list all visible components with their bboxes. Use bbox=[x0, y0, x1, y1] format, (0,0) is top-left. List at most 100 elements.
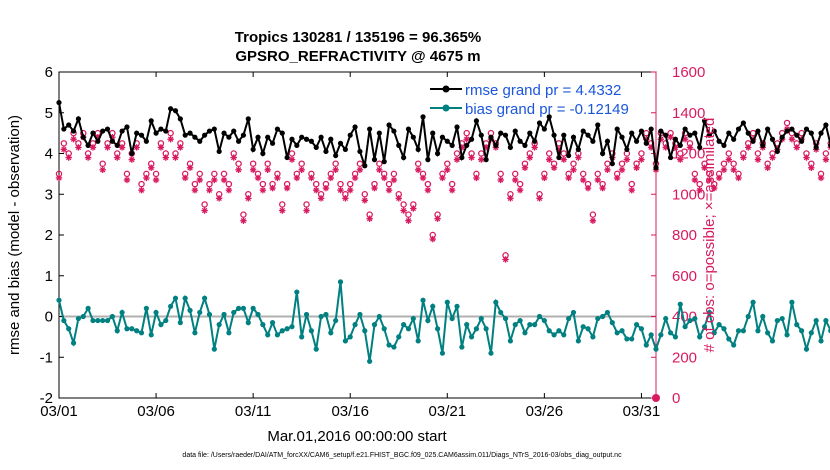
rmse-point bbox=[498, 130, 504, 136]
obs-assimilated-point bbox=[512, 176, 519, 184]
obs-assimilated-point bbox=[259, 186, 267, 194]
bias-point bbox=[323, 311, 329, 318]
obs-possible-point bbox=[638, 150, 645, 157]
rmse-point bbox=[119, 128, 125, 134]
bias-point bbox=[284, 326, 290, 332]
obs-assimilated-point bbox=[531, 144, 538, 151]
y-right-tick-label: 0 bbox=[672, 390, 680, 407]
obs-assimilated-point bbox=[691, 176, 699, 184]
obs-possible-point bbox=[264, 160, 271, 167]
x-tick-label: 03/31 bbox=[623, 403, 661, 420]
rmse-point bbox=[799, 138, 805, 144]
obs-assimilated-point bbox=[206, 186, 213, 194]
rmse-point bbox=[813, 144, 819, 150]
rmse-point bbox=[100, 128, 106, 134]
bias-point bbox=[600, 313, 606, 320]
rmse-point bbox=[774, 148, 780, 155]
obs-assimilated-point bbox=[429, 235, 436, 243]
rmse-point bbox=[308, 138, 314, 144]
rmse-point bbox=[726, 130, 732, 136]
y-right-tick-label: 800 bbox=[672, 227, 697, 244]
y-left-axis: -2 -1 0 1 2 3 4 5 6 bbox=[40, 64, 64, 407]
obs-assimilated-point bbox=[240, 217, 247, 224]
obs-possible-point bbox=[288, 150, 296, 157]
rmse-point bbox=[410, 134, 416, 140]
obs-possible-point bbox=[405, 211, 412, 218]
rmse-point bbox=[342, 146, 348, 153]
rmse-point bbox=[760, 142, 766, 148]
bias-point bbox=[231, 309, 237, 316]
bias-point bbox=[459, 344, 465, 350]
bias-point bbox=[483, 326, 489, 332]
rmse-point bbox=[716, 138, 722, 144]
rmse-point bbox=[488, 134, 494, 140]
rmse-point bbox=[570, 134, 577, 140]
rmse-point bbox=[192, 134, 198, 140]
rmse-point bbox=[483, 157, 489, 163]
rmse-point bbox=[70, 128, 77, 134]
rmse-point bbox=[216, 148, 222, 155]
rmse-point bbox=[197, 138, 203, 144]
bias-point bbox=[726, 336, 732, 342]
bias-point bbox=[347, 334, 353, 340]
bias-point bbox=[692, 315, 698, 322]
y-right-tick-label: 1600 bbox=[672, 64, 705, 81]
rmse-point bbox=[444, 138, 450, 144]
obs-possible-point bbox=[60, 140, 68, 147]
rmse-point bbox=[808, 130, 814, 136]
rmse-point bbox=[527, 130, 533, 136]
obs-possible-point bbox=[249, 160, 257, 167]
bias-point bbox=[279, 328, 285, 334]
bias-point bbox=[235, 305, 242, 311]
legend-bias-label: bias grand pr = -0.12149 bbox=[465, 101, 629, 118]
bias-point bbox=[202, 295, 208, 301]
obs-possible-point bbox=[206, 180, 213, 188]
obs-assimilated-point bbox=[332, 166, 339, 173]
obs-possible-point bbox=[414, 160, 422, 167]
rmse-point bbox=[337, 140, 344, 146]
obs-possible-point bbox=[298, 160, 305, 167]
rmse-point bbox=[401, 154, 407, 161]
bias-point bbox=[823, 317, 829, 324]
obs-assimilated-point bbox=[264, 166, 271, 173]
obs-assimilated-point bbox=[808, 164, 815, 171]
bias-point bbox=[735, 328, 742, 334]
legend-rmse-label: rmse grand pr = 4.4332 bbox=[465, 82, 621, 99]
obs-assimilated-point bbox=[604, 166, 611, 173]
bias-point bbox=[61, 317, 67, 324]
bias-point bbox=[507, 338, 513, 344]
rmse-point bbox=[546, 114, 552, 120]
obs-assimilated-point bbox=[65, 154, 72, 161]
rmse-point bbox=[56, 99, 62, 106]
obs-assimilated-point bbox=[70, 136, 77, 143]
bias-point bbox=[333, 317, 339, 324]
obs-assimilated-point bbox=[385, 186, 393, 194]
obs-possible-point bbox=[589, 211, 597, 218]
bias-point bbox=[352, 322, 358, 328]
obs-assimilated-point bbox=[565, 174, 572, 182]
rmse-point bbox=[376, 130, 382, 136]
rmse-point bbox=[643, 140, 649, 146]
rmse-point bbox=[221, 130, 227, 136]
rmse-point bbox=[114, 142, 120, 148]
rmse-point bbox=[541, 126, 547, 132]
bias-series bbox=[56, 279, 830, 364]
rmse-point bbox=[551, 132, 557, 138]
obs-assimilated-point bbox=[148, 164, 155, 171]
obs-assimilated-point bbox=[400, 207, 407, 214]
obs-assimilated-point bbox=[667, 134, 674, 141]
rmse-point bbox=[692, 130, 698, 136]
rmse-point bbox=[624, 146, 630, 153]
bias-point bbox=[294, 289, 300, 295]
rmse-point bbox=[803, 126, 810, 132]
bias-point bbox=[672, 334, 679, 340]
obs-assimilated-point bbox=[371, 184, 378, 192]
obs-possible-point bbox=[570, 160, 577, 167]
rmse-point bbox=[507, 144, 513, 150]
obs-possible-point bbox=[152, 170, 160, 178]
rmse-point bbox=[231, 128, 237, 134]
bias-point bbox=[362, 328, 368, 334]
bias-point bbox=[580, 324, 586, 330]
bias-point bbox=[56, 297, 62, 303]
rmse-point bbox=[95, 138, 101, 144]
